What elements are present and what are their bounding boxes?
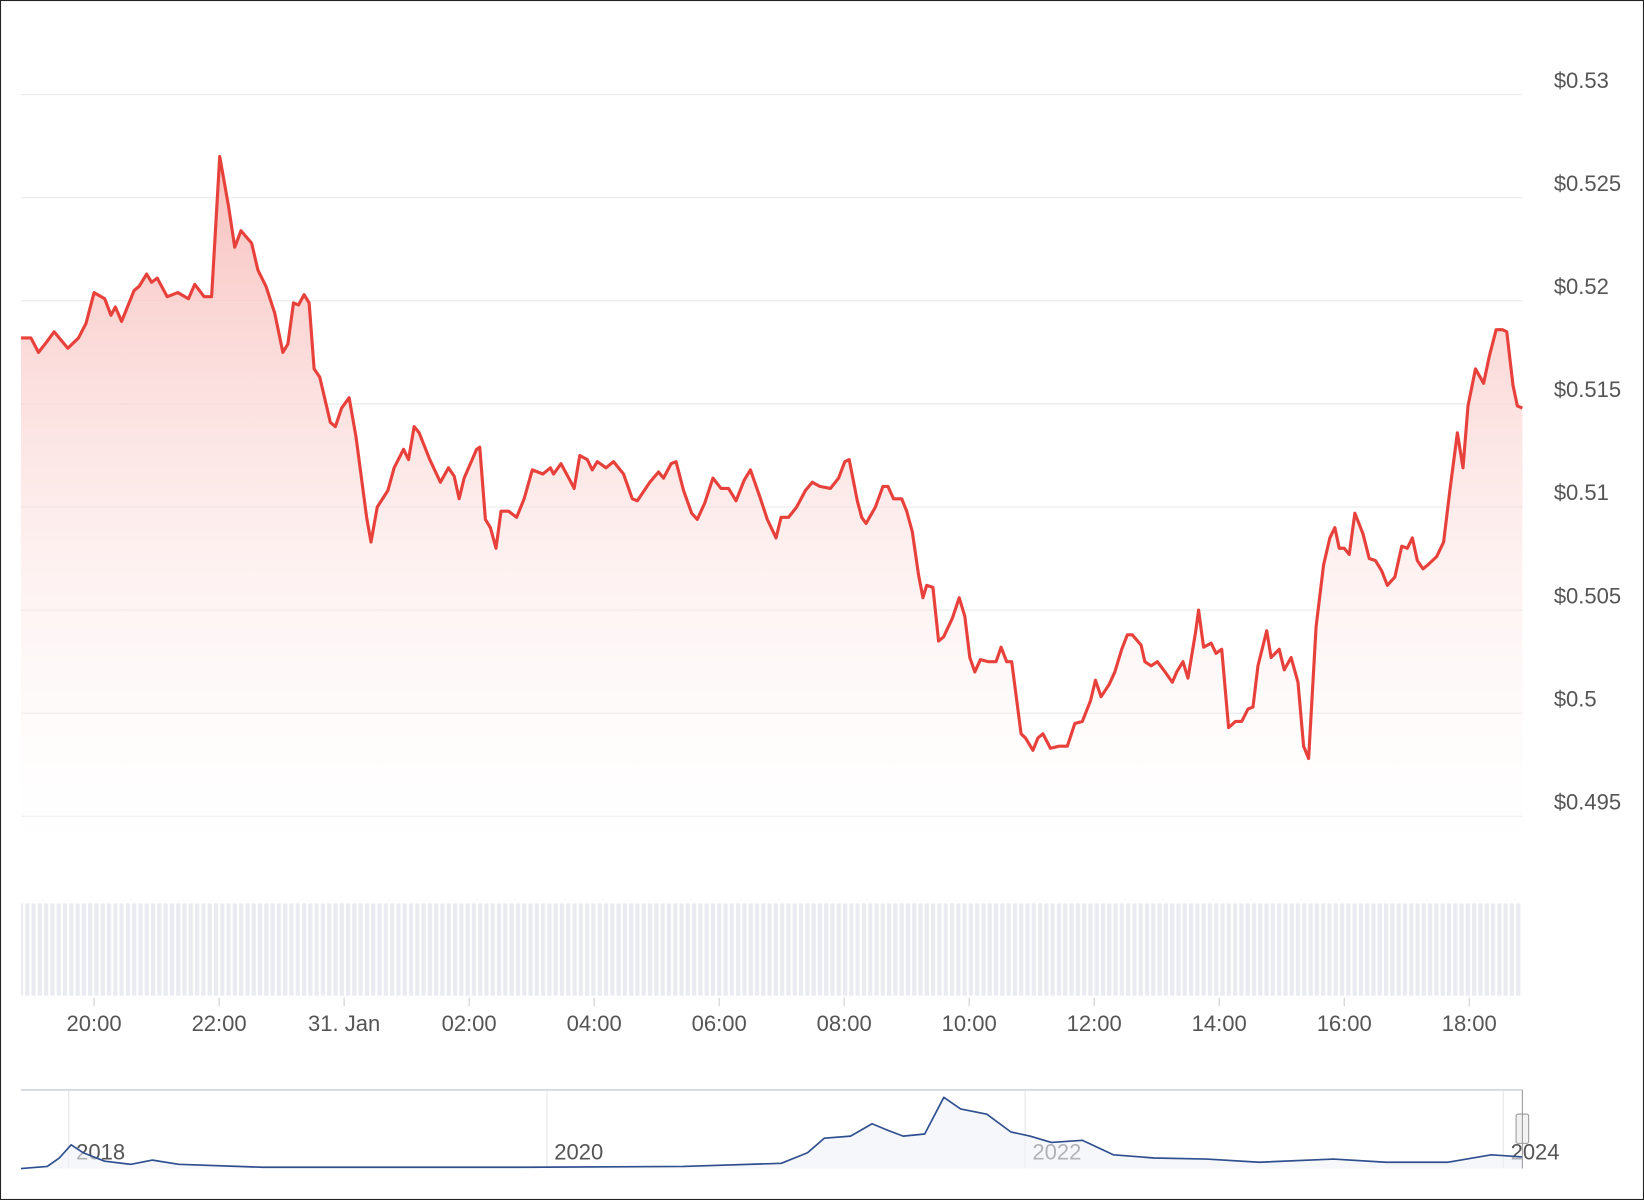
x-tick-label: 10:00 — [942, 1011, 997, 1036]
x-tick-label: 22:00 — [192, 1011, 247, 1036]
navigator-line — [20, 1096, 1523, 1170]
x-tick-label: 02:00 — [442, 1011, 497, 1036]
x-tick-label: 04:00 — [567, 1011, 622, 1036]
y-tick-label: $0.525 — [1554, 171, 1621, 196]
y-tick-label: $0.51 — [1554, 480, 1609, 505]
area-fill — [20, 156, 1523, 846]
y-tick-label: $0.5 — [1554, 686, 1597, 711]
x-tick-label: 31. Jan — [308, 1011, 380, 1036]
plot: $0.495 $0.5 $0.505 $0.51 $0.515 $0.52 $0.525 $0… — [20, 68, 1621, 1170]
volume-bars — [20, 903, 1523, 996]
x-tick-label: 12:00 — [1067, 1011, 1122, 1036]
x-tick-label: 18:00 — [1442, 1011, 1497, 1036]
navigator-year-label: 2020 — [554, 1140, 603, 1165]
x-tick-label: 16:00 — [1317, 1011, 1372, 1036]
price-line — [20, 154, 1523, 761]
x-tick-label: 08:00 — [817, 1011, 872, 1036]
y-tick-label: $0.515 — [1554, 377, 1621, 402]
x-tick-label: 14:00 — [1192, 1011, 1247, 1036]
y-tick-label: $0.495 — [1554, 790, 1621, 815]
x-tick-label: 06:00 — [692, 1011, 747, 1036]
y-tick-label: $0.505 — [1554, 583, 1621, 608]
y-tick-label: $0.53 — [1554, 68, 1609, 93]
x-tick-label: 20:00 — [67, 1011, 122, 1036]
y-tick-label: $0.52 — [1554, 274, 1609, 299]
